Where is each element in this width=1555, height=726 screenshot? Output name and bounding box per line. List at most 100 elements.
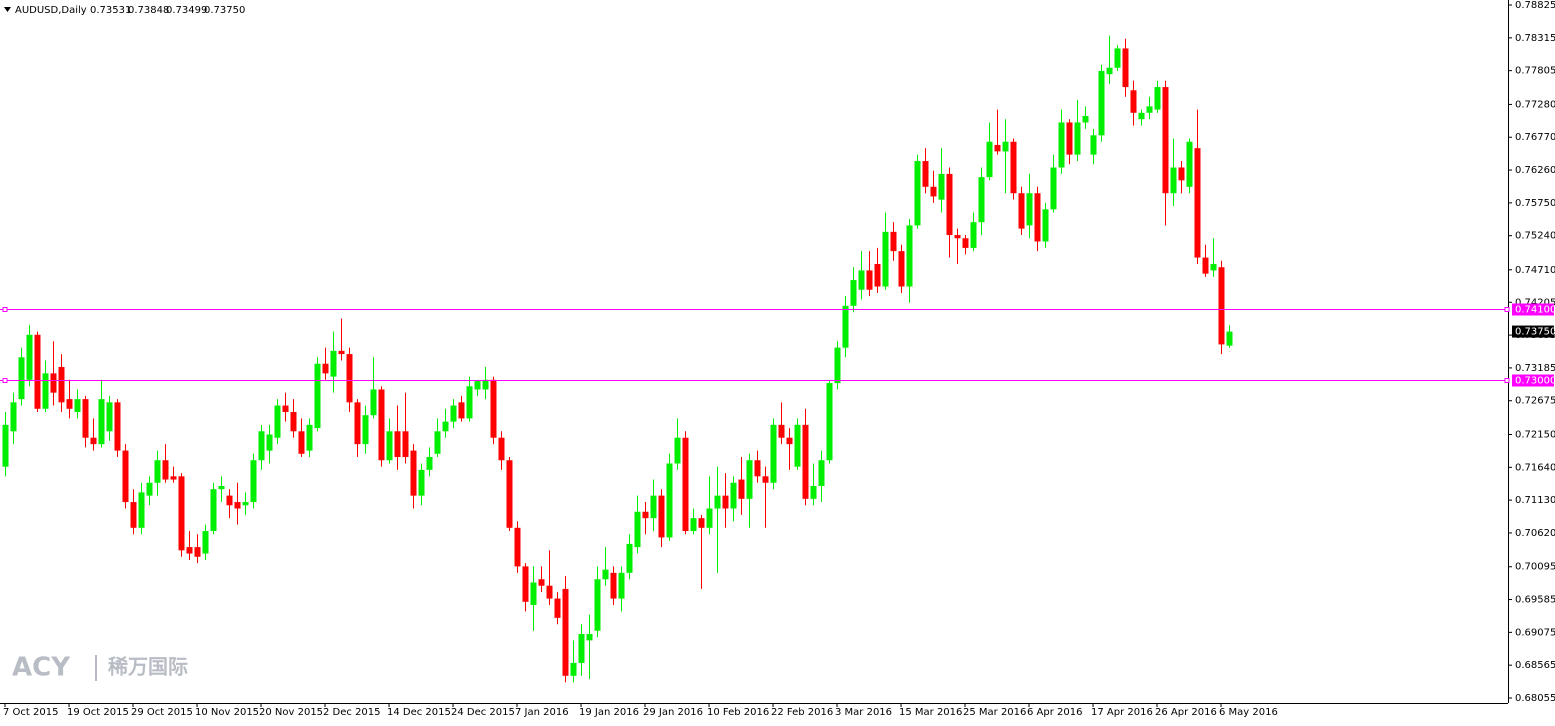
candle-body xyxy=(930,186,937,197)
candle-body xyxy=(778,424,785,438)
candle-body xyxy=(1090,135,1097,155)
candle-body xyxy=(282,405,289,412)
candle-body xyxy=(402,431,409,458)
menu-triangle[interactable] xyxy=(4,7,11,12)
candle-body xyxy=(690,518,697,532)
candle-body xyxy=(938,173,945,200)
x-tick-label: 6 May 2016 xyxy=(1219,707,1278,718)
candle-body xyxy=(122,450,129,503)
candle-body xyxy=(106,402,113,432)
candle-body xyxy=(1162,87,1169,194)
candle-body xyxy=(234,502,241,509)
candle-body xyxy=(890,231,897,252)
candle-body xyxy=(762,476,769,483)
candle-body xyxy=(362,415,369,445)
candle-body xyxy=(922,161,929,187)
candle-body xyxy=(986,141,993,178)
candle-body xyxy=(810,485,817,499)
candle-body xyxy=(882,231,889,287)
candle-body xyxy=(706,508,713,528)
quote-open: 0.73531 xyxy=(90,5,131,16)
candle-body xyxy=(58,366,65,403)
candle-body xyxy=(1186,141,1193,187)
candle-body xyxy=(1082,116,1089,123)
candle-body xyxy=(1178,167,1185,181)
price-level-box xyxy=(1512,303,1554,316)
candle-body xyxy=(586,633,593,641)
candle-body xyxy=(826,383,833,461)
y-tick-label: 0.71640 xyxy=(1515,462,1555,473)
candle-body xyxy=(146,482,153,496)
x-tick-label: 29 Jan 2016 xyxy=(643,707,703,718)
x-tick-label: 2 Dec 2015 xyxy=(323,707,381,718)
candle-body xyxy=(474,381,481,390)
price-level-handle xyxy=(2,307,8,312)
candle-body xyxy=(858,270,865,290)
candle-body xyxy=(802,424,809,499)
candle-body xyxy=(1218,267,1225,345)
candle-body xyxy=(82,399,89,438)
candle-body xyxy=(90,437,97,445)
x-tick-label: 26 Apr 2016 xyxy=(1155,707,1217,718)
candle-body xyxy=(754,460,761,477)
candle-body xyxy=(194,547,201,557)
candle-body xyxy=(914,161,921,226)
y-tick-label: 0.70620 xyxy=(1515,528,1555,539)
y-tick-label: 0.77805 xyxy=(1515,66,1555,77)
y-tick-label: 0.68565 xyxy=(1515,660,1555,671)
candle-body xyxy=(658,495,665,538)
candle-body xyxy=(370,389,377,416)
candle-body xyxy=(946,173,953,236)
candle-body xyxy=(2,424,9,467)
candle-body xyxy=(954,235,961,239)
candle-body xyxy=(138,492,145,528)
x-tick-label: 19 Jan 2016 xyxy=(579,707,639,718)
y-tick-label: 0.68055 xyxy=(1515,693,1555,704)
candle-body xyxy=(1122,48,1129,88)
candle-body xyxy=(642,511,649,519)
candle-body xyxy=(594,579,601,631)
candle-body xyxy=(450,405,457,422)
x-tick-label: 20 Nov 2015 xyxy=(259,707,323,718)
price-level-handle xyxy=(1504,307,1510,312)
candle-body xyxy=(498,437,505,461)
y-tick-label: 0.71130 xyxy=(1515,495,1555,506)
candle-body xyxy=(1026,193,1033,226)
y-tick-label: 0.73185 xyxy=(1515,363,1555,374)
candle-body xyxy=(1074,122,1081,155)
price-level-box xyxy=(1512,374,1554,387)
y-tick-label: 0.78315 xyxy=(1515,33,1555,44)
candle-body xyxy=(994,144,1001,152)
candle-body xyxy=(1114,48,1121,68)
candle-body xyxy=(618,572,625,599)
candle-body xyxy=(978,177,985,223)
candle-body xyxy=(738,479,745,499)
candle-body xyxy=(202,531,209,554)
candle-body xyxy=(490,379,497,438)
candle-body xyxy=(1002,141,1009,152)
y-tick-label: 0.76770 xyxy=(1515,132,1555,143)
candle-body xyxy=(1018,193,1025,229)
candle-body xyxy=(354,402,361,445)
candle-body xyxy=(186,547,193,554)
candle-body xyxy=(850,280,857,306)
candle-body xyxy=(426,457,433,470)
candle-body xyxy=(50,373,57,393)
candle-body xyxy=(506,460,513,528)
y-tick-label: 0.77280 xyxy=(1515,99,1555,110)
candle-body xyxy=(1210,263,1217,271)
x-tick-label: 17 Apr 2016 xyxy=(1091,707,1153,718)
x-tick-label: 22 Feb 2016 xyxy=(771,707,833,718)
candle-body xyxy=(666,463,673,538)
x-tick-label: 7 Oct 2015 xyxy=(3,707,58,718)
candle-body xyxy=(378,389,385,461)
candle-body xyxy=(1010,141,1017,194)
candle-body xyxy=(298,431,305,454)
candle-body xyxy=(562,588,569,676)
candle-body xyxy=(1050,167,1057,210)
watermark-brand: ACY xyxy=(12,653,71,683)
candle-body xyxy=(770,424,777,483)
candle-body xyxy=(1170,167,1177,194)
candle-body xyxy=(1226,331,1233,346)
candle-body xyxy=(1034,193,1041,242)
